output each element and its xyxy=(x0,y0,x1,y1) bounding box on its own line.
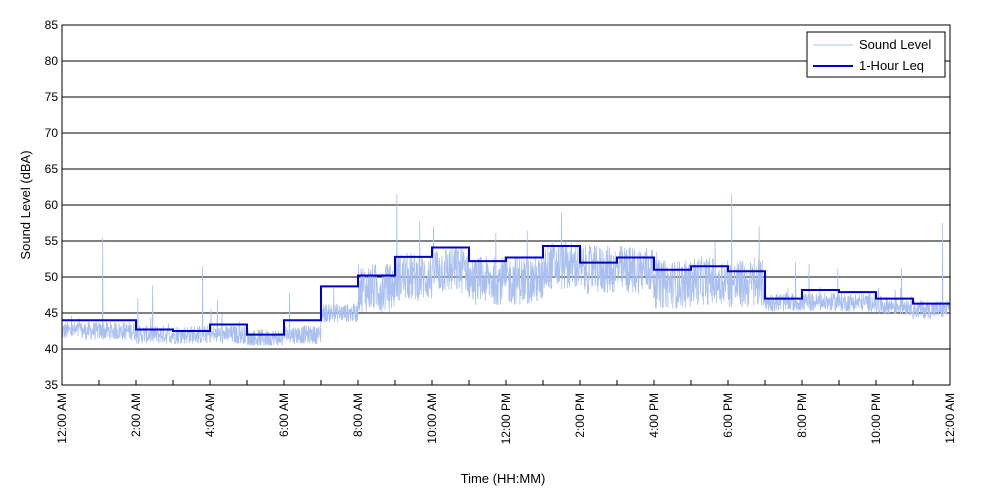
y-tick-label: 65 xyxy=(45,162,59,176)
legend-label-leq: 1-Hour Leq xyxy=(859,58,924,73)
x-tick-label: 10:00 PM xyxy=(869,393,883,444)
leq-step-line xyxy=(62,245,950,336)
y-tick-label: 85 xyxy=(45,18,59,32)
y-tick-label: 80 xyxy=(45,54,59,68)
y-tick-label: 60 xyxy=(45,198,59,212)
y-tick-label: 55 xyxy=(45,234,59,248)
x-tick-label: 8:00 PM xyxy=(795,393,809,438)
y-tick-label: 75 xyxy=(45,90,59,104)
x-tick-label: 8:00 AM xyxy=(351,393,365,437)
leq-series xyxy=(62,245,950,336)
y-axis-title: Sound Level (dBA) xyxy=(18,150,33,259)
legend: Sound Level 1-Hour Leq xyxy=(806,31,946,78)
x-axis-title: Time (HH:MM) xyxy=(461,471,546,486)
x-tick-label: 12:00 AM xyxy=(943,393,957,444)
legend-label-sound-level: Sound Level xyxy=(859,37,931,52)
x-tick-label: 4:00 PM xyxy=(647,393,661,438)
y-axis: 35 40 45 50 55 60 65 70 75 80 85 xyxy=(45,18,67,392)
x-tick-label: 6:00 PM xyxy=(721,393,735,438)
y-tick-label: 50 xyxy=(45,270,59,284)
x-tick-label: 12:00 PM xyxy=(499,393,513,444)
x-tick-label: 4:00 AM xyxy=(203,393,217,437)
x-tick-label: 12:00 AM xyxy=(55,393,69,444)
x-tick-label: 6:00 AM xyxy=(277,393,291,437)
x-tick-label: 10:00 AM xyxy=(425,393,439,444)
y-tick-label: 40 xyxy=(45,342,59,356)
y-tick-label: 70 xyxy=(45,126,59,140)
y-tick-label: 45 xyxy=(45,306,59,320)
legend-box xyxy=(806,31,946,78)
x-axis: 12:00 AM 2:00 AM 4:00 AM 6:00 AM 8:00 AM 10:0… xyxy=(55,380,957,444)
x-tick-label: 2:00 PM xyxy=(573,393,587,438)
y-tick-label: 35 xyxy=(45,378,59,392)
x-tick-label: 2:00 AM xyxy=(129,393,143,437)
